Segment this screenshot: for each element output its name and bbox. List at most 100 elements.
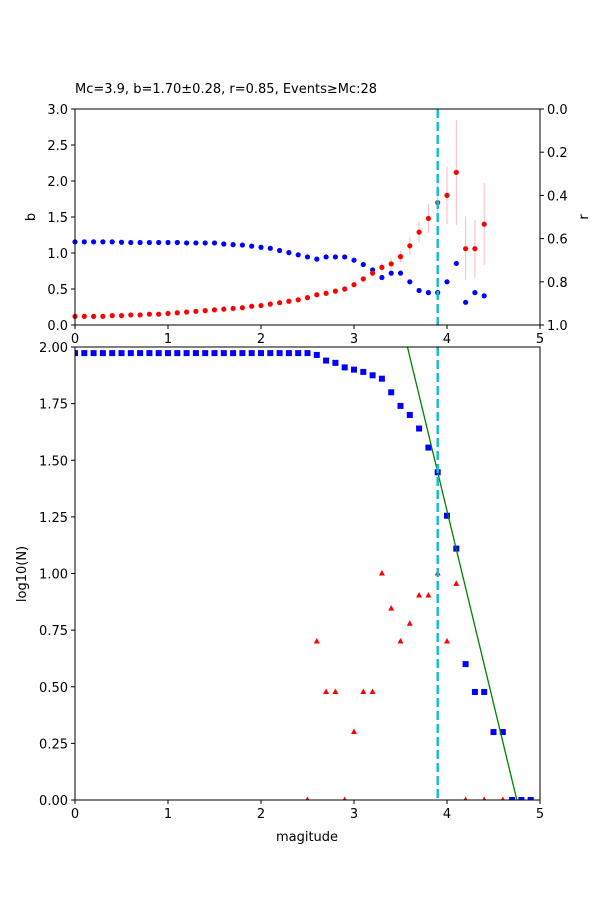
r-point [202,240,208,246]
r-point [239,242,245,248]
y-tick-label: 3.0 [47,103,68,118]
x-tick-label: 1 [164,807,172,822]
y-tick-label-right: 1.0 [547,319,568,334]
cumulative-point [239,350,246,357]
cumulative-point [360,368,367,375]
y-tick-label: 0.00 [39,794,68,809]
bottom-ylabel: log10(N) [15,546,30,602]
b-point [258,302,264,309]
y-tick-label: 2.5 [47,139,68,154]
noncumulative-point [482,796,487,800]
b-point [221,306,227,312]
r-point [472,290,478,296]
cumulative-point [192,350,199,357]
y-tick-label: 1.75 [39,398,68,413]
noncumulative-point [463,796,468,800]
noncumulative-point [323,688,330,694]
cumulative-point [378,375,385,382]
b-point [323,290,329,296]
y-tick-label: 1.5 [47,211,68,226]
r-point [91,239,97,245]
noncumulative-point [425,591,432,598]
cumulative-point [285,350,292,357]
y-tick-label: 0.5 [47,283,68,298]
noncumulative-point [500,796,505,800]
cumulative-point [258,350,264,357]
x-tick-label: 1 [164,332,172,347]
bottom-axes-frame [74,346,541,801]
b-point [304,295,311,301]
y-tick-label: 0.25 [39,737,68,752]
b-point [249,303,255,309]
r-point [388,270,394,276]
noncumulative-point [388,605,395,611]
fit-line [406,346,518,801]
y-tick-label: 0.50 [39,681,68,696]
r-point [258,244,264,250]
b-point [416,229,422,235]
y-tick-label: 0.75 [39,624,68,639]
r-point [453,260,459,267]
cumulative-point [137,350,144,357]
r-point [221,241,227,247]
top-ylabel-right: r [577,214,592,220]
r-point [81,239,87,245]
b-point [174,310,180,316]
y-tick-label-right: 0.8 [547,276,568,291]
r-point [277,247,283,254]
noncumulative-point [444,637,450,644]
r-point [118,239,125,245]
y-tick-label: 1.50 [39,454,68,469]
r-point [463,299,469,305]
cumulative-point [75,350,78,357]
b-point [453,169,459,175]
y-tick-label: 2.0 [47,175,68,190]
noncumulative-point [406,620,413,626]
x-tick-label: 0 [71,332,79,347]
r-point [342,254,348,260]
r-point [137,239,143,246]
r-point [304,254,311,260]
b-point [118,313,125,319]
y-tick-label: 1.0 [47,247,68,262]
r-point [397,270,404,276]
r-point [351,257,357,263]
r-point [407,279,413,285]
b-point [370,270,376,276]
cumulative-point [444,512,450,519]
x-tick-label: 3 [350,807,358,822]
noncumulative-point [342,796,347,800]
r-point [156,239,162,246]
cumulative-point [155,350,162,357]
cumulative-point [183,350,190,357]
cumulative-point [81,350,88,357]
noncumulative-point [453,580,460,586]
cumulative-point [518,797,525,800]
noncumulative-point [351,728,357,735]
x-tick-label: 2 [257,332,265,347]
r-point [481,293,487,299]
cumulative-point [118,350,125,357]
cumulative-point [267,350,274,357]
b-point [146,311,152,317]
noncumulative-point [313,637,320,644]
cumulative-point [490,729,497,736]
y-tick-label: 2.00 [39,341,68,356]
y-tick-label-right: 0.2 [547,146,568,161]
r-point [100,239,106,245]
r-point [128,239,134,246]
b-point [184,309,190,315]
b-point [211,307,218,313]
cumulative-point [109,350,116,357]
r-point [109,239,115,245]
r-point [193,240,199,246]
cumulative-point [174,350,181,357]
r-point [286,250,292,256]
cumulative-point [304,350,311,357]
cumulative-point [341,364,348,371]
b-point [425,215,431,222]
x-tick-label: 5 [536,807,544,822]
b-point [463,246,469,252]
cumulative-point [295,350,302,357]
